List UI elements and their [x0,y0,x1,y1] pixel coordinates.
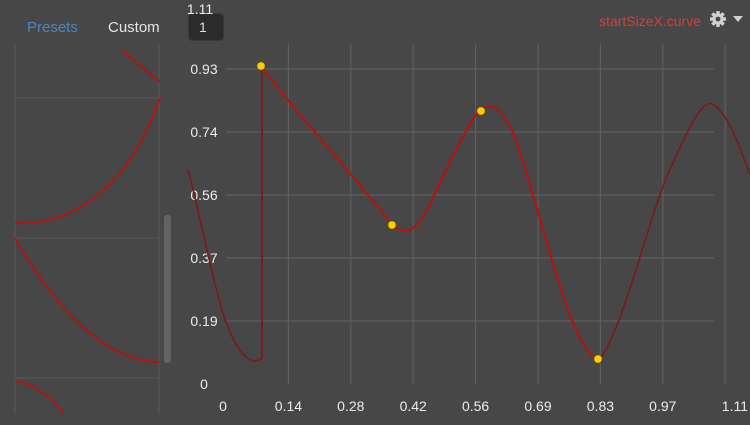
x-tick-label: 0.28 [337,398,364,414]
grid [226,44,726,384]
x-tick-label: 0.97 [649,398,676,414]
curve-wrap-after [599,102,750,360]
x-tick-label: 0.83 [587,398,614,414]
x-tick-label: 1.11 [722,398,748,414]
presets-list [14,44,162,414]
curve-wrap-before [187,66,263,362]
keyframe-handle[interactable] [256,61,266,71]
keyframe-handle[interactable] [387,220,397,230]
value-field[interactable]: 1 [188,13,224,41]
x-tick-label: 0.56 [462,398,489,414]
preset-item-3[interactable] [14,237,161,363]
preset-item-2[interactable] [14,97,161,225]
y-tick-label: 0.37 [190,250,217,266]
preset-item-1[interactable] [121,49,161,83]
y-tick-label: 0.93 [190,61,217,77]
triangle-down-icon [733,16,743,22]
x-tick-label: 0.69 [524,398,551,414]
curve-name: startSizeX.curve [599,13,701,29]
preset-item-4[interactable] [14,380,65,414]
y-tick-label: 0 [200,376,208,392]
y-tick-label: 0.74 [190,124,217,140]
x-tick-label: 0.14 [275,398,302,414]
presets-scrollbar[interactable] [164,215,171,363]
y-tick-label: 0.56 [190,187,217,203]
y-tick-label: 0.19 [190,313,217,329]
keyframe-handle[interactable] [476,106,486,116]
axis-ticks: 0 0.14 0.28 0.42 0.56 0.69 0.83 0.97 1.11 0 0.19 0.… [187,1,748,414]
curve-line[interactable] [260,65,599,361]
gear-icon [710,11,743,27]
settings-button[interactable] [708,9,746,31]
y-tick-label: 1.11 [187,1,213,17]
tab-custom[interactable]: Custom [108,19,160,36]
x-tick-label: 0.42 [400,398,427,414]
tab-presets[interactable]: Presets [27,19,78,36]
x-tick-label: 0 [219,398,227,414]
keyframe-handle[interactable] [593,354,603,364]
